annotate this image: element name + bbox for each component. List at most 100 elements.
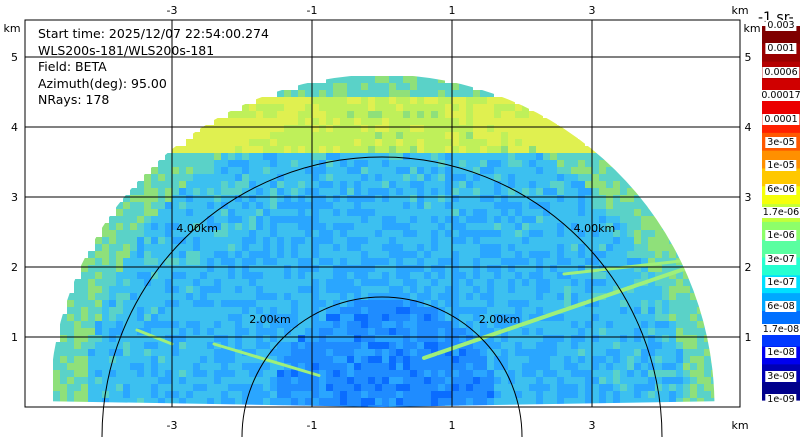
heatmap-cell — [354, 125, 361, 132]
heatmap-cell — [389, 258, 396, 265]
heatmap-cell — [81, 300, 88, 307]
heatmap-cell — [228, 335, 235, 342]
heatmap-cell — [144, 370, 151, 377]
heatmap-cell — [270, 195, 277, 202]
heatmap-cell — [424, 363, 431, 370]
heatmap-cell — [438, 279, 445, 286]
heatmap-cell — [347, 167, 354, 174]
heatmap-cell — [88, 391, 95, 398]
heatmap-cell — [424, 384, 431, 391]
heatmap-cell — [186, 160, 193, 167]
heatmap-cell — [424, 398, 431, 405]
heatmap-cell — [165, 370, 172, 377]
heatmap-cell — [522, 195, 529, 202]
heatmap-cell — [179, 398, 186, 405]
heatmap-cell — [361, 335, 368, 342]
heatmap-cell — [557, 356, 564, 363]
heatmap-cell — [620, 251, 627, 258]
heatmap-cell — [452, 216, 459, 223]
heatmap-cell — [424, 251, 431, 258]
heatmap-cell — [179, 300, 186, 307]
heatmap-cell — [333, 293, 340, 300]
heatmap-cell — [165, 363, 172, 370]
heatmap-cell — [501, 174, 508, 181]
heatmap-cell — [571, 293, 578, 300]
heatmap-cell — [389, 230, 396, 237]
heatmap-cell — [214, 328, 221, 335]
heatmap-cell — [186, 181, 193, 188]
heatmap-cell — [396, 181, 403, 188]
heatmap-cell — [410, 363, 417, 370]
heatmap-cell — [382, 125, 389, 132]
heatmap-cell — [487, 300, 494, 307]
heatmap-cell — [396, 97, 403, 104]
heatmap-cell — [571, 328, 578, 335]
heatmap-cell — [340, 335, 347, 342]
heatmap-cell — [137, 223, 144, 230]
heatmap-cell — [403, 384, 410, 391]
heatmap-cell — [144, 286, 151, 293]
heatmap-cell — [557, 125, 564, 132]
heatmap-cell — [557, 188, 564, 195]
heatmap-cell — [354, 286, 361, 293]
heatmap-cell — [305, 398, 312, 405]
heatmap-cell — [403, 174, 410, 181]
heatmap-cell — [382, 104, 389, 111]
heatmap-cell — [249, 342, 256, 349]
heatmap-cell — [53, 342, 60, 349]
heatmap-cell — [487, 265, 494, 272]
heatmap-cell — [95, 265, 102, 272]
heatmap-cell — [347, 265, 354, 272]
heatmap-cell — [599, 328, 606, 335]
heatmap-cell — [515, 223, 522, 230]
heatmap-cell — [522, 146, 529, 153]
heatmap-cell — [375, 132, 382, 139]
heatmap-cell — [410, 314, 417, 321]
heatmap-cell — [564, 342, 571, 349]
heatmap-cell — [102, 363, 109, 370]
heatmap-cell — [200, 202, 207, 209]
heatmap-cell — [291, 195, 298, 202]
heatmap-cell — [291, 111, 298, 118]
heatmap-cell — [536, 160, 543, 167]
heatmap-cell — [480, 118, 487, 125]
heatmap-cell — [277, 104, 284, 111]
heatmap-cell — [368, 174, 375, 181]
heatmap-cell — [396, 307, 403, 314]
heatmap-cell — [683, 307, 690, 314]
heatmap-cell — [641, 370, 648, 377]
heatmap-cell — [452, 237, 459, 244]
heatmap-cell — [81, 370, 88, 377]
x-tick-label-bottom: -3 — [167, 419, 178, 432]
heatmap-cell — [207, 300, 214, 307]
heatmap-cell — [284, 391, 291, 398]
heatmap-cell — [550, 272, 557, 279]
heatmap-cell — [270, 160, 277, 167]
heatmap-cell — [494, 314, 501, 321]
heatmap-cell — [333, 76, 340, 83]
heatmap-cell — [564, 279, 571, 286]
heatmap-cell — [424, 167, 431, 174]
heatmap-cell — [508, 314, 515, 321]
heatmap-cell — [263, 349, 270, 356]
heatmap-cell — [347, 328, 354, 335]
heatmap-cell — [326, 370, 333, 377]
heatmap-cell — [277, 237, 284, 244]
heatmap-cell — [200, 167, 207, 174]
heatmap-cell — [550, 146, 557, 153]
heatmap-cell — [312, 384, 319, 391]
heatmap-cell — [305, 363, 312, 370]
heatmap-cell — [95, 293, 102, 300]
heatmap-cell — [193, 230, 200, 237]
heatmap-cell — [277, 279, 284, 286]
heatmap-cell — [88, 258, 95, 265]
heatmap-cell — [431, 321, 438, 328]
heatmap-cell — [564, 286, 571, 293]
heatmap-cell — [361, 97, 368, 104]
heatmap-cell — [144, 307, 151, 314]
heatmap-cell — [95, 384, 102, 391]
heatmap-cell — [522, 384, 529, 391]
heatmap-cell — [410, 223, 417, 230]
heatmap-cell — [277, 188, 284, 195]
heatmap-cell — [158, 265, 165, 272]
